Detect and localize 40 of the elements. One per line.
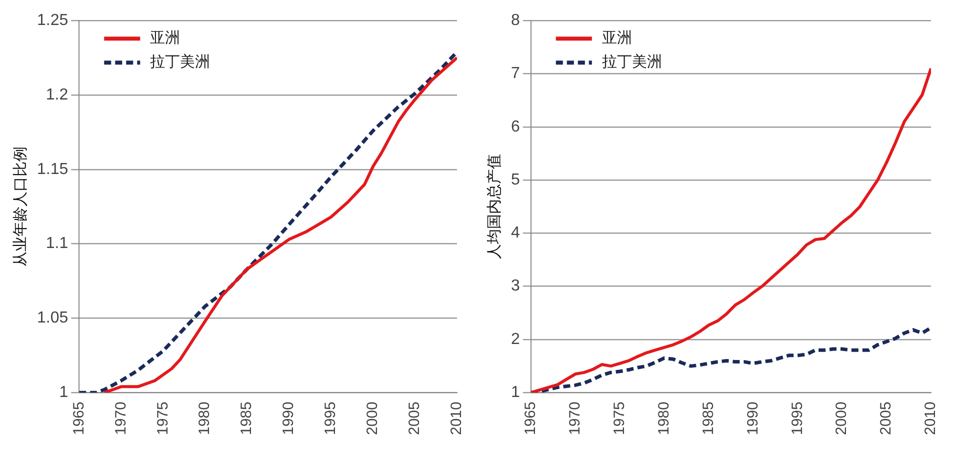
y-tick-label: 5: [510, 171, 520, 188]
y-tick-label: 1.25: [37, 12, 68, 30]
x-tick-label: 1990: [280, 402, 298, 436]
y-tick-label: 1.15: [37, 160, 68, 178]
x-tick-label: 1975: [610, 402, 628, 436]
x-tick-label: 2005: [878, 402, 895, 436]
x-tick-label: 1985: [238, 402, 256, 436]
x-tick-label: 2005: [406, 402, 424, 436]
x-tick-label: 2010: [448, 402, 466, 436]
x-tick-label: 1990: [744, 402, 762, 436]
x-tick-label: 1970: [112, 402, 130, 436]
x-tick-label: 1995: [322, 402, 340, 436]
legend-label: 亚洲: [150, 30, 180, 47]
y-tick-label: 1.2: [46, 86, 68, 104]
x-tick-label: 1985: [700, 402, 717, 436]
legend-label: 拉丁美洲: [602, 54, 662, 71]
x-tick-label: 2000: [833, 402, 850, 436]
y-tick-label: 1.05: [37, 310, 68, 327]
x-tick-label: 1995: [788, 402, 806, 436]
y-tick-label: 3: [510, 278, 520, 295]
y-axis-title: 从业年龄人口比例: [12, 146, 30, 267]
y-tick-label: 8: [510, 12, 520, 30]
legend-label: 亚洲: [602, 30, 632, 47]
y-tick-label: 1: [59, 384, 68, 402]
y-tick-label: 7: [510, 65, 520, 82]
legend-label: 拉丁美洲: [150, 54, 210, 71]
x-tick-label: 2010: [922, 402, 940, 436]
y-tick-label: 1.1: [46, 235, 68, 252]
y-tick-label: 1: [510, 384, 520, 402]
x-tick-label: 1980: [655, 402, 672, 436]
x-tick-label: 1965: [70, 402, 88, 436]
y-axis-title: 人均国内总产值: [486, 154, 504, 260]
y-tick-label: 4: [510, 224, 520, 242]
x-tick-label: 1970: [566, 402, 584, 436]
x-tick-label: 2000: [364, 402, 382, 436]
x-tick-label: 1965: [522, 402, 540, 436]
y-tick-label: 6: [510, 118, 520, 136]
x-tick-label: 1975: [154, 402, 172, 436]
x-tick-label: 1980: [196, 402, 214, 436]
y-tick-label: 2: [510, 330, 520, 348]
